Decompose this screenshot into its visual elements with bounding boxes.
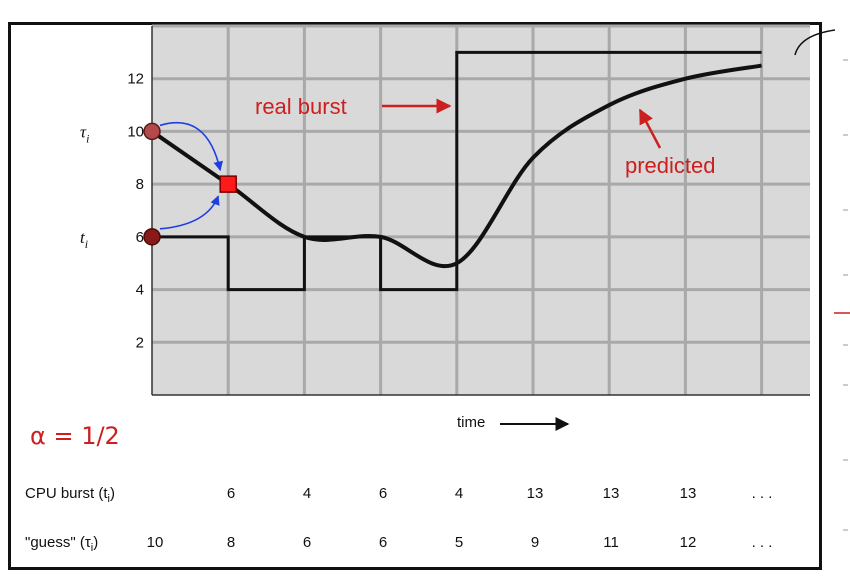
table-cell: 13	[602, 485, 620, 502]
t-start-marker	[143, 228, 161, 246]
table-cell: 13	[526, 485, 544, 502]
row-label-subscript: i	[107, 493, 110, 505]
t-arrow	[159, 195, 220, 230]
y-tick-label: 2	[136, 334, 144, 351]
y-tick-label: 4	[136, 282, 144, 299]
row-label-text: "guess" (τ	[25, 534, 91, 551]
table-cell: 10	[146, 534, 164, 551]
table-cell: 12	[679, 534, 697, 551]
table-cell: 8	[226, 534, 236, 551]
tau-arrow	[159, 121, 223, 172]
predicted-arrow	[638, 108, 662, 149]
table-row-label: CPU burst (ti)	[25, 485, 115, 505]
table-cell: 4	[302, 485, 312, 502]
y-tick-label: 12	[127, 71, 144, 88]
pen-stroke	[794, 29, 836, 56]
plot-area	[152, 26, 810, 395]
table-cell: 6	[302, 534, 312, 551]
table-cell: 6	[226, 485, 236, 502]
table-cell: 9	[530, 534, 540, 551]
table-cell: 6	[378, 485, 388, 502]
table-row-label: "guess" (τi)	[25, 534, 98, 554]
real-burst-line	[152, 50, 762, 292]
x-axis-label: time	[457, 414, 486, 431]
table-cell: 6	[378, 534, 388, 551]
table-cell: 4	[454, 485, 464, 502]
table-cell: 5	[454, 534, 464, 551]
table-cell: . . .	[751, 534, 773, 551]
real-burst-annotation: real burst	[255, 94, 347, 119]
tau-label: τi	[80, 122, 89, 145]
y-tick-label: 6	[136, 229, 144, 246]
table-cell: 11	[603, 534, 619, 551]
table-cell: . . .	[751, 485, 773, 502]
y-tick-label: 10	[127, 123, 144, 140]
alpha-label: α = 1/2	[30, 422, 120, 450]
y-tick-label: 8	[136, 176, 144, 193]
next-guess-marker	[219, 175, 237, 193]
row-label-text: CPU burst (t	[25, 485, 108, 502]
predicted-annotation: predicted	[625, 153, 716, 178]
predicted-curve	[150, 63, 762, 268]
tau-start-marker	[143, 122, 161, 141]
row-label-end: )	[109, 485, 115, 502]
row-label-end: )	[93, 534, 99, 551]
table-cell: 13	[679, 485, 697, 502]
row-label-subscript: i	[90, 542, 94, 554]
t-label: ti	[80, 228, 88, 251]
